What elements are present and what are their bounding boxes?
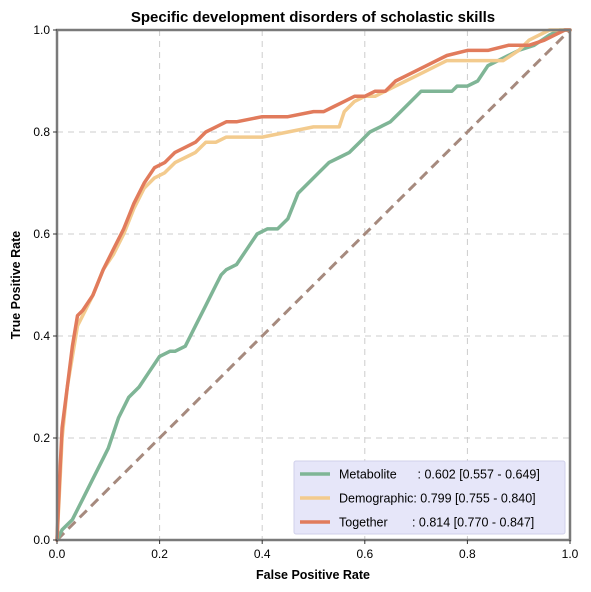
y-tick-label: 1.0 xyxy=(33,23,50,37)
x-tick-label: 0.0 xyxy=(49,547,66,561)
x-axis-label: False Positive Rate xyxy=(256,568,370,582)
legend-label-metabolite: Metabolite : 0.602 [0.557 - 0.649] xyxy=(339,468,540,482)
y-tick-label: 0.8 xyxy=(33,125,50,139)
grid xyxy=(57,30,570,540)
x-tick-label: 0.4 xyxy=(254,547,271,561)
roc-curves xyxy=(55,28,572,542)
x-tick-label: 1.0 xyxy=(562,547,579,561)
legend: Metabolite : 0.602 [0.557 - 0.649] Demogr… xyxy=(293,460,566,535)
y-ticks: 0.0 0.2 0.4 0.6 0.8 1.0 xyxy=(33,23,57,547)
y-tick-label: 0.0 xyxy=(33,533,50,547)
x-ticks: 0.0 0.2 0.4 0.6 0.8 1.0 xyxy=(49,540,579,561)
legend-label-demographic: Demographic: 0.799 [0.755 - 0.840] xyxy=(339,492,536,506)
chance-reference-line xyxy=(55,28,572,542)
x-tick-label: 0.2 xyxy=(151,547,168,561)
legend-label-together: Together : 0.814 [0.770 - 0.847] xyxy=(339,516,534,530)
chart-title: Specific development disorders of schola… xyxy=(131,9,495,26)
x-tick-label: 0.8 xyxy=(459,547,476,561)
y-tick-label: 0.6 xyxy=(33,227,50,241)
y-tick-label: 0.2 xyxy=(33,431,50,445)
y-tick-label: 0.4 xyxy=(33,329,50,343)
legend-box xyxy=(293,460,566,535)
y-axis-label: True Positive Rate xyxy=(9,231,23,339)
x-tick-label: 0.6 xyxy=(356,547,373,561)
roc-curve-metabolite xyxy=(55,28,572,542)
roc-curve-together xyxy=(55,28,572,542)
plot-frame xyxy=(55,28,572,542)
